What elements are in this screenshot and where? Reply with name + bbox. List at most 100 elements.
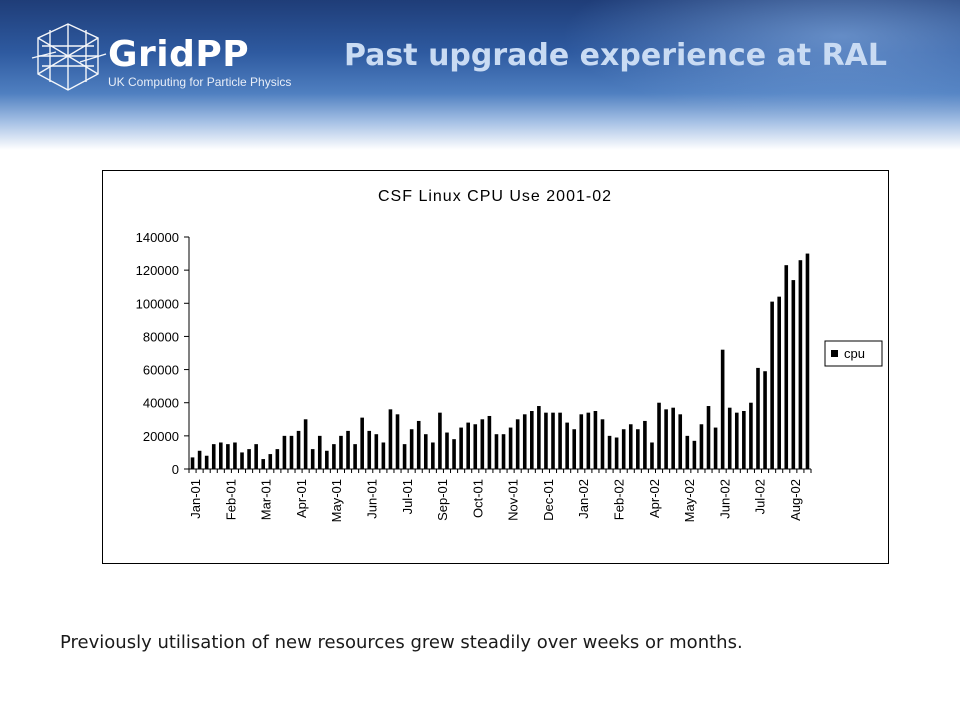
slide-caption: Previously utilisation of new resources … — [60, 632, 743, 653]
cpu-bar — [558, 412, 562, 469]
cpu-bar — [565, 422, 569, 469]
bar-series-cpu — [190, 253, 810, 469]
cpu-bar — [593, 411, 598, 469]
cpu-bar — [240, 452, 244, 469]
x-axis: Jan-01 Feb-01 Mar-01 Apr-01 May-01 Jun-01 Jul-… — [188, 468, 812, 522]
cpu-bar — [614, 437, 619, 469]
logo-name: GridPP — [108, 34, 250, 75]
y-axis: 0 20000 40000 60000 80000 100000 120000 140000 — [136, 230, 190, 477]
cpu-bar — [367, 430, 372, 469]
cpu-bar — [636, 429, 640, 469]
x-tick-label: Nov-01 — [506, 479, 521, 521]
cpu-bar — [353, 444, 357, 469]
cpu-bar — [204, 455, 209, 469]
cpu-bar — [473, 424, 478, 469]
cpu-bar — [544, 412, 548, 469]
cpu-bar — [190, 457, 195, 469]
cpu-bar — [261, 459, 266, 469]
cpu-bar — [522, 414, 527, 469]
banner-glow — [560, 0, 960, 120]
x-tick-label: Jun-01 — [365, 479, 380, 519]
x-tick-label: Apr-01 — [294, 479, 309, 518]
cpu-bar — [784, 265, 789, 469]
cpu-bar — [777, 296, 781, 469]
cpu-bar — [254, 444, 258, 469]
cpu-bar — [289, 435, 294, 469]
cpu-bar — [374, 434, 379, 469]
y-tick-label: 120000 — [136, 263, 179, 278]
cpu-bar — [713, 427, 718, 469]
cpu-bar — [742, 411, 746, 469]
cpu-bar — [727, 407, 732, 469]
gridpp-logo-icon — [31, 23, 107, 91]
cpu-bar — [219, 442, 223, 469]
cpu-bar — [487, 415, 492, 469]
cpu-use-chart: CSF Linux CPU Use 2001-02 0 20000 40000 600… — [136, 188, 883, 522]
cpu-bar — [416, 420, 421, 469]
cpu-bar — [395, 414, 400, 469]
cpu-bar — [325, 450, 329, 469]
cpu-bar — [303, 419, 308, 469]
cpu-bar — [409, 429, 414, 469]
cpu-bar — [233, 442, 237, 469]
cpu-bar — [551, 412, 555, 469]
legend-swatch — [831, 350, 838, 357]
cpu-bar — [310, 449, 315, 469]
y-tick-label: 40000 — [143, 396, 179, 411]
cpu-bar — [537, 406, 541, 469]
cpu-bar — [501, 434, 506, 469]
cpu-bar — [268, 454, 273, 469]
cpu-bar — [621, 429, 626, 469]
x-tick-label: Jul-02 — [753, 479, 768, 514]
chart-title: CSF Linux CPU Use 2001-02 — [378, 188, 612, 205]
cpu-bar — [650, 442, 654, 469]
cpu-bar — [572, 429, 577, 469]
cpu-bar — [720, 349, 725, 469]
cpu-bar — [423, 434, 428, 469]
cpu-bar — [317, 435, 322, 469]
cpu-bar — [770, 301, 774, 469]
x-tick-label: Feb-02 — [612, 479, 627, 520]
legend: cpu — [824, 340, 883, 367]
cpu-bar — [579, 414, 584, 469]
cpu-bar — [600, 419, 605, 469]
cpu-bar — [763, 371, 767, 469]
cpu-bar — [282, 435, 287, 469]
x-tick-label: Jan-02 — [576, 479, 591, 519]
cpu-bar — [643, 420, 647, 469]
cpu-bar — [275, 449, 280, 469]
cpu-bar — [699, 424, 704, 469]
cpu-bar — [657, 402, 661, 469]
cpu-bar — [480, 419, 485, 469]
cpu-bar — [749, 402, 753, 469]
cpu-bar — [247, 449, 251, 469]
y-tick-label: 60000 — [143, 363, 179, 378]
cpu-bar — [628, 424, 633, 469]
slide-title: Past upgrade experience at RAL — [344, 38, 888, 73]
cpu-bar — [332, 444, 336, 469]
y-tick-label: 140000 — [136, 230, 179, 245]
cpu-bar — [381, 442, 386, 469]
cpu-bar — [211, 444, 216, 469]
cpu-bar — [197, 450, 202, 469]
chart-frame: CSF Linux CPU Use 2001-02 0 20000 40000 600… — [102, 170, 889, 564]
cpu-bar — [431, 442, 435, 469]
x-tick-label: Feb-01 — [223, 479, 238, 520]
cpu-bar — [798, 260, 803, 469]
logo-subtitle: UK Computing for Particle Physics — [108, 75, 292, 89]
y-tick-label: 20000 — [143, 429, 179, 444]
cpu-bar — [530, 411, 534, 469]
cpu-bar — [607, 435, 612, 469]
cpu-bar — [459, 427, 463, 469]
x-tick-label: Dec-01 — [541, 479, 556, 521]
cpu-bar — [466, 422, 470, 469]
cpu-bar — [515, 419, 520, 469]
cpu-bar — [438, 412, 442, 469]
legend-label: cpu — [844, 346, 865, 361]
cpu-bar — [226, 444, 230, 469]
cpu-bar — [706, 406, 711, 469]
cpu-bar — [692, 440, 697, 469]
x-tick-label: Apr-02 — [647, 479, 662, 518]
cpu-bar — [671, 407, 675, 469]
cpu-bar — [734, 412, 739, 469]
